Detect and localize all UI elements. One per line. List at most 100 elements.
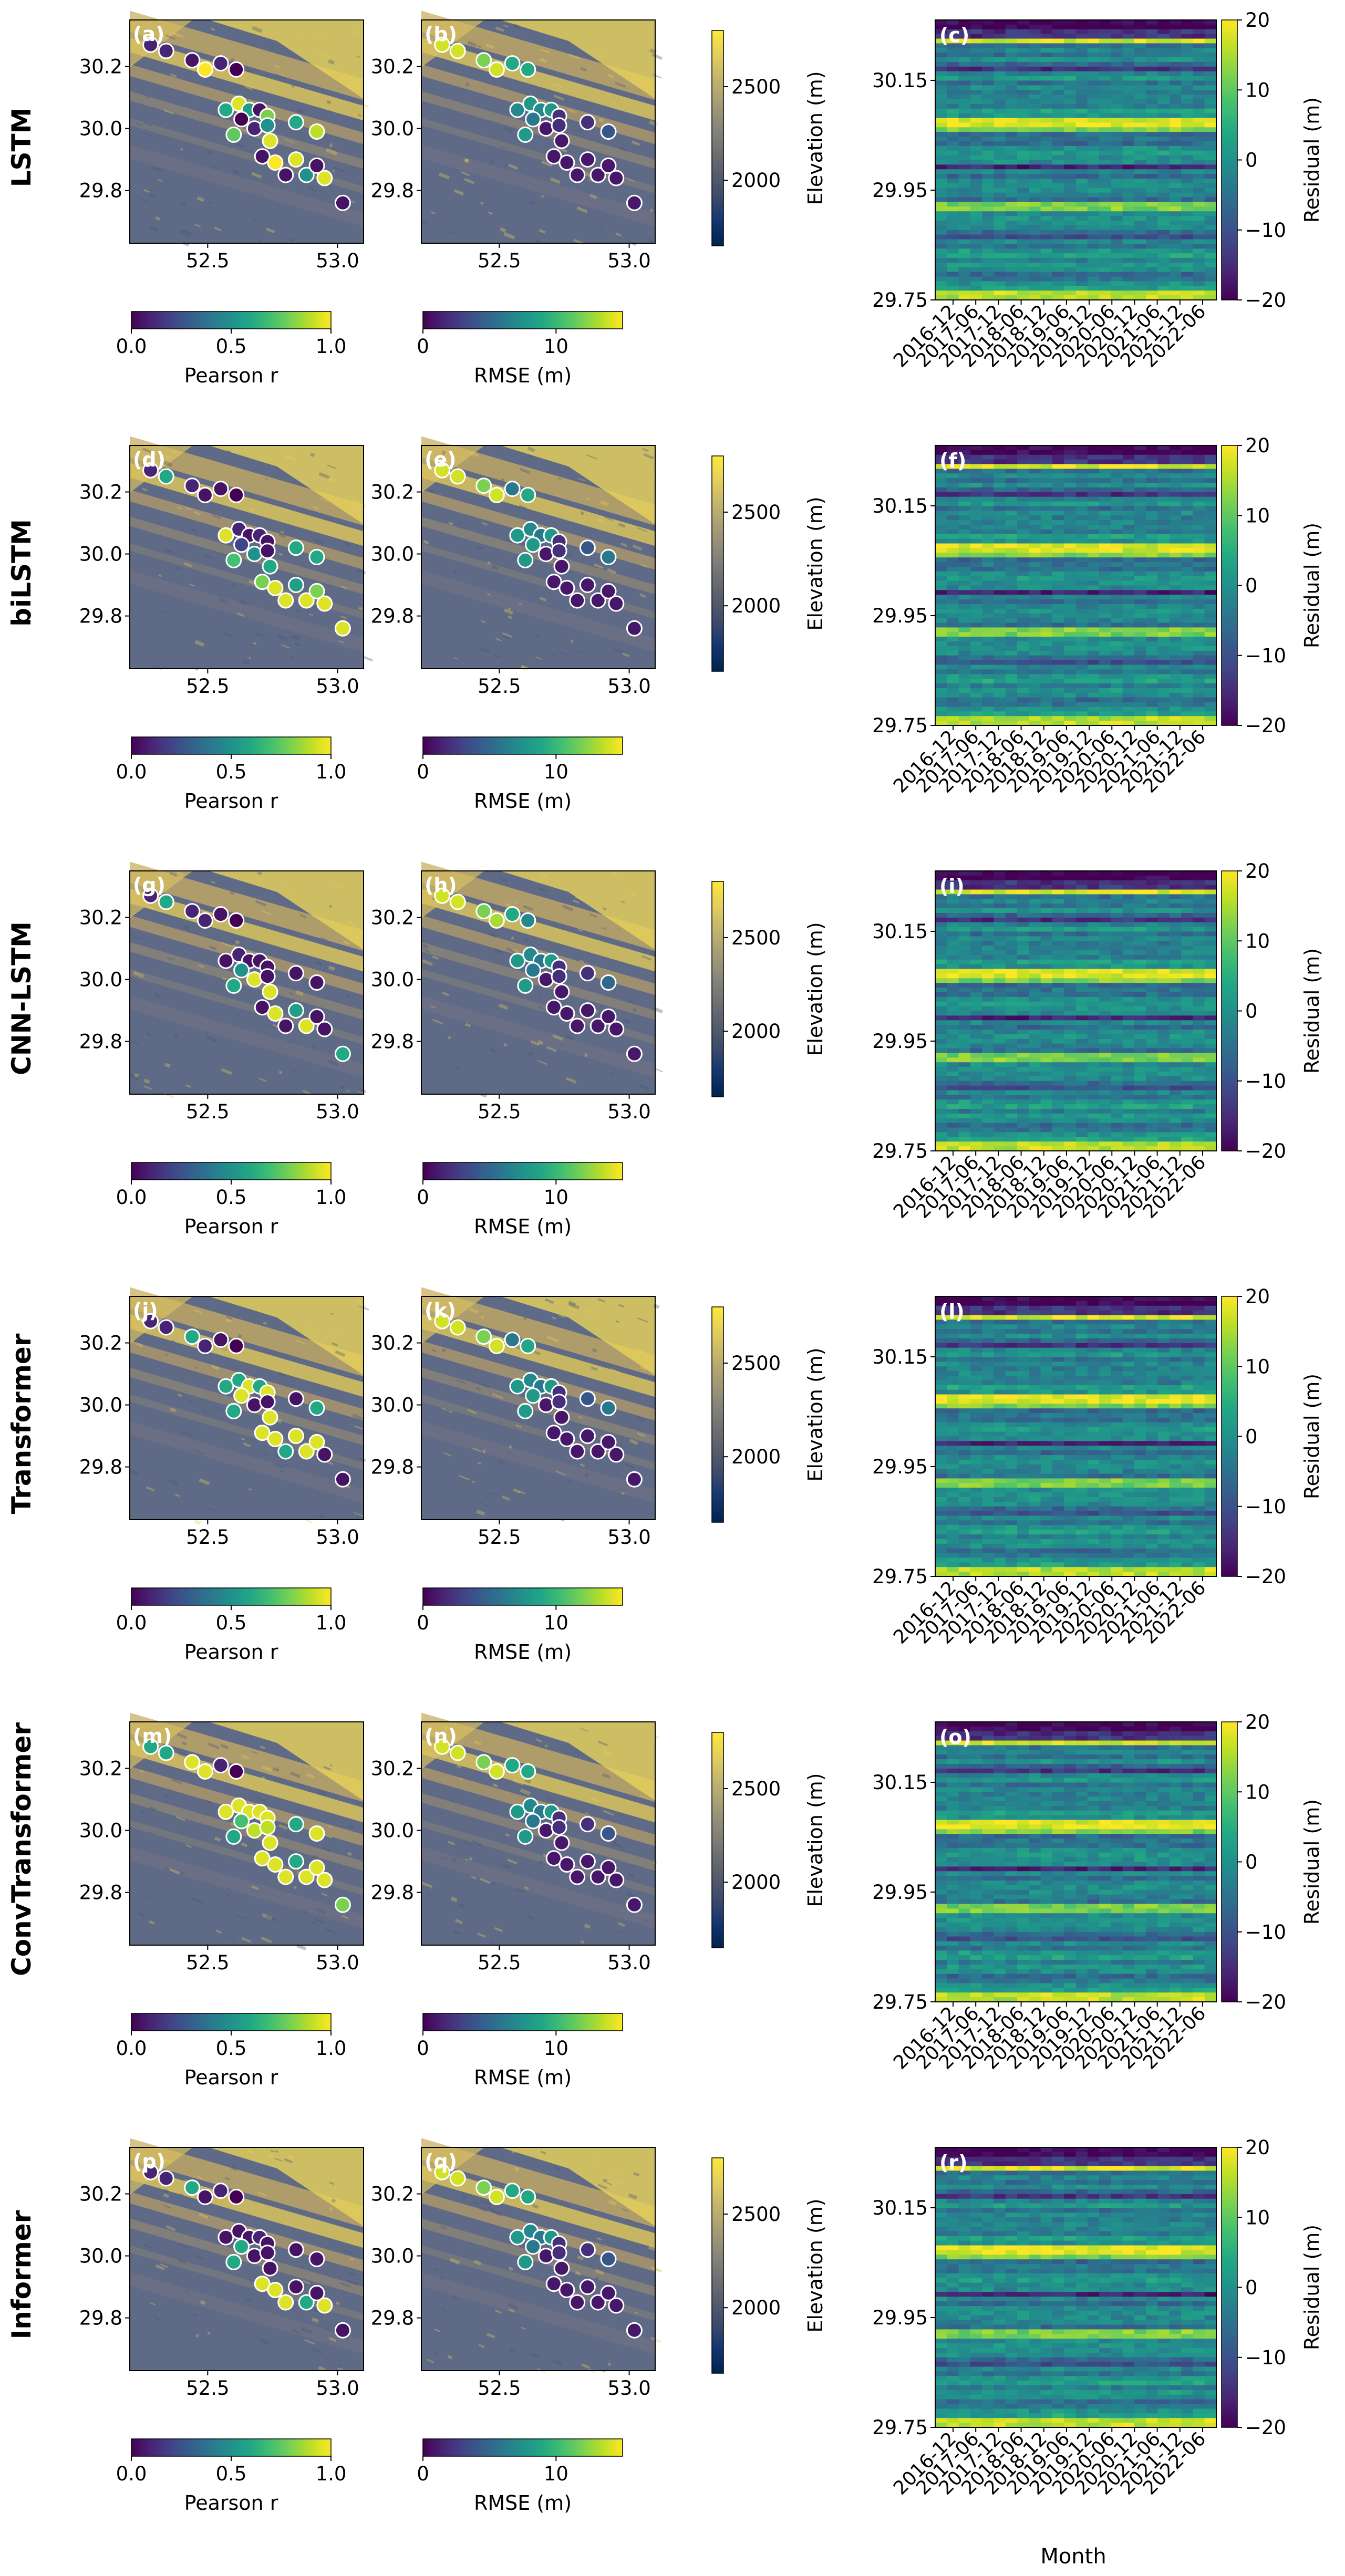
residual-cell (1146, 885, 1158, 890)
residual-cell (970, 132, 982, 137)
residual-cell (1029, 459, 1041, 465)
residual-cell (1099, 885, 1111, 890)
residual-cell (1075, 973, 1088, 979)
residual-cell (1017, 211, 1029, 216)
residual-cell (1122, 880, 1135, 886)
residual-cell (970, 650, 982, 656)
residual-cell (1157, 155, 1170, 161)
residual-cell (1087, 922, 1100, 928)
residual-cell (1052, 880, 1064, 886)
terrain-texture (442, 991, 450, 996)
residual-cell (958, 702, 971, 708)
residual-cell (935, 244, 947, 249)
residual-cell (1181, 118, 1194, 123)
residual-cell (1204, 927, 1217, 932)
residual-cell (1075, 1001, 1088, 1007)
residual-cell (1099, 660, 1111, 666)
residual-cell (1146, 496, 1158, 502)
residual-cell (947, 1057, 959, 1063)
residual-cell (1064, 267, 1077, 273)
residual-cell (1075, 954, 1088, 960)
residual-cell (1017, 150, 1029, 156)
residual-cell (982, 1113, 995, 1119)
residual-cell (1181, 454, 1194, 460)
residual-cell (970, 103, 982, 109)
residual-cell (935, 931, 947, 937)
terrain-texture (294, 642, 301, 647)
residual-cell (1157, 553, 1170, 558)
residual-cell (947, 459, 959, 465)
residual-cell (1087, 566, 1100, 572)
residual-cell (1146, 875, 1158, 881)
residual-cell (1087, 141, 1100, 147)
residual-cell (1193, 679, 1205, 684)
residual-cell (1064, 650, 1077, 656)
x-tick-label: 52.5 (186, 675, 229, 698)
residual-cell (1134, 103, 1146, 109)
residual-cell (1075, 202, 1088, 207)
residual-cell (935, 1067, 947, 1072)
residual-cell (1064, 1015, 1077, 1021)
residual-cell (1146, 950, 1158, 955)
residual-cell (1052, 197, 1064, 203)
residual-cell (970, 1085, 982, 1091)
residual-cell (970, 478, 982, 483)
residual-cell (994, 632, 1006, 637)
residual-cell (970, 174, 982, 179)
residual-cell (958, 590, 971, 595)
terrain-texture (149, 225, 159, 233)
residual-cell (1099, 459, 1111, 465)
residual-cell (1005, 566, 1018, 572)
residual-cell (1005, 225, 1018, 231)
residual-cell (1169, 234, 1182, 240)
residual-cell (1122, 38, 1135, 44)
terrain-texture (340, 615, 347, 619)
residual-cell (935, 99, 947, 105)
residual-cell (1181, 655, 1194, 661)
residual-cell (1017, 253, 1029, 258)
residual-cell (1193, 174, 1205, 179)
residual-cell (1169, 660, 1182, 666)
residual-cell (958, 608, 971, 614)
residual-cell (994, 1030, 1006, 1035)
residual-cell (1087, 1011, 1100, 1016)
residual-cell (1204, 721, 1217, 726)
residual-cell (1052, 1015, 1064, 1021)
residual-cell (982, 206, 995, 212)
terrain-texture (176, 566, 181, 570)
residual-cell (1181, 202, 1194, 207)
residual-cell (947, 946, 959, 951)
terrain-texture (487, 593, 491, 596)
colorbar-tick-label: 0 (417, 761, 429, 783)
residual-cell (1122, 141, 1135, 147)
residual-cell (1111, 496, 1123, 502)
terrain-texture (222, 977, 227, 981)
terrain-texture (163, 460, 173, 468)
residual-cell (1017, 936, 1029, 941)
residual-cell (1017, 674, 1029, 679)
residual-cell (1040, 258, 1053, 263)
residual-cell (1169, 459, 1182, 465)
residual-cell (958, 53, 971, 58)
colorbar-tick-label: 1.0 (316, 761, 347, 783)
residual-cell (1181, 674, 1194, 679)
residual-cell (1134, 169, 1146, 174)
terrain-texture (209, 945, 218, 951)
residual-cell (1029, 590, 1041, 595)
station-marker (589, 167, 606, 183)
residual-cell (947, 506, 959, 511)
residual-cell (982, 281, 995, 286)
residual-cell (1052, 941, 1064, 946)
terrain-texture (343, 542, 350, 547)
residual-cell (1029, 871, 1041, 876)
residual-cell (1193, 608, 1205, 614)
residual-cell (970, 894, 982, 899)
residual-cell (1193, 487, 1205, 493)
residual-cell (1005, 515, 1018, 521)
terrain-texture (326, 148, 338, 156)
residual-cell (1157, 697, 1170, 703)
residual-cell (1111, 571, 1123, 577)
residual-cell (947, 954, 959, 960)
residual-cell (1146, 95, 1158, 100)
residual-cell (1111, 576, 1123, 581)
